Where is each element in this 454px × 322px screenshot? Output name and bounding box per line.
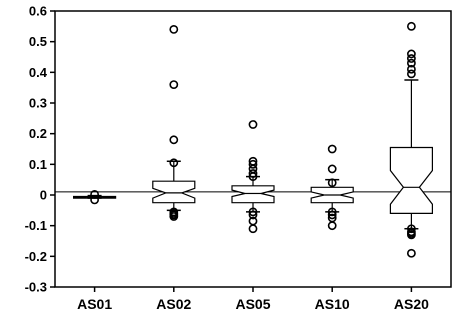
notched-box [389, 146, 433, 214]
outlier-point [169, 135, 179, 145]
outlier-point [406, 64, 416, 74]
outlier-point [406, 224, 416, 234]
boxes-layer [72, 21, 433, 258]
outlier-point [169, 212, 179, 221]
y-tick-label: -0.1 [25, 218, 47, 233]
y-tick-label: 0.4 [29, 65, 48, 80]
category-label: AS20 [394, 296, 429, 312]
outlier-point [169, 80, 179, 89]
outlier-point [248, 120, 258, 129]
outlier-point [406, 58, 416, 68]
outlier-point [169, 24, 179, 34]
outlier-point [406, 230, 416, 240]
box-as20 [389, 21, 433, 258]
outlier-point [327, 221, 337, 231]
y-tick-label: 0 [40, 188, 47, 203]
outlier-point [90, 189, 99, 199]
outlier-point [406, 21, 416, 31]
outlier-point [327, 210, 337, 220]
x-axis: AS01 AS02 AS05 AS10 AS20 [77, 287, 429, 312]
box-as01 [72, 189, 117, 205]
category-label: AS01 [77, 296, 112, 312]
y-tick-label: 0.5 [29, 34, 47, 49]
notched-box [152, 180, 196, 204]
box-as10 [310, 144, 354, 231]
y-tick-label: -0.3 [25, 280, 47, 295]
outlier-point [248, 210, 258, 220]
notched-box [231, 185, 275, 204]
outlier-point [90, 195, 99, 205]
category-label: AS10 [315, 296, 350, 312]
outlier-point [169, 158, 179, 168]
outlier-point [406, 49, 416, 59]
outlier-point [248, 224, 258, 234]
outlier-point [327, 164, 337, 174]
outlier-point [248, 207, 258, 217]
outlier-point [327, 178, 337, 188]
y-tick-label: 0.3 [29, 96, 47, 111]
y-tick-label: 0.6 [29, 4, 47, 19]
y-axis: 0.6 0.5 0.4 0.3 0.2 0.1 0 -0.1 -0.2 -0.3 [25, 4, 55, 295]
category-label: AS02 [156, 296, 191, 312]
outlier-point [248, 159, 258, 169]
outlier-point [406, 54, 416, 63]
y-tick-label: 0.2 [29, 126, 47, 141]
outlier-point [327, 144, 337, 154]
y-tick-label: 0.1 [29, 157, 47, 172]
box-as02 [152, 24, 196, 221]
y-tick-label: -0.2 [25, 249, 47, 264]
outlier-point [248, 172, 258, 181]
outlier-point [406, 248, 416, 258]
outlier-point [406, 69, 416, 79]
outlier-point [248, 169, 258, 178]
box-as05 [231, 120, 275, 234]
outlier-point [327, 207, 337, 217]
category-label: AS05 [235, 296, 270, 312]
